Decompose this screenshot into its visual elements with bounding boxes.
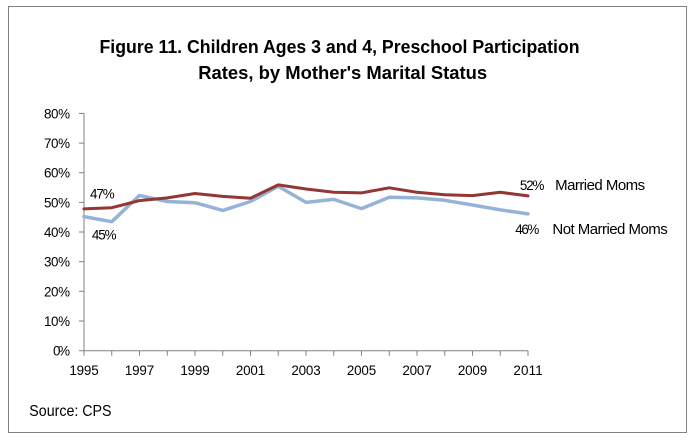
svg-text:2009: 2009 xyxy=(458,363,487,378)
svg-text:2011: 2011 xyxy=(513,363,542,378)
svg-text:1995: 1995 xyxy=(69,363,98,378)
svg-text:20%: 20% xyxy=(44,284,70,299)
svg-text:2007: 2007 xyxy=(402,363,431,378)
svg-text:10%: 10% xyxy=(44,314,70,329)
svg-text:Not Married Moms: Not Married Moms xyxy=(552,221,667,238)
svg-text:80%: 80% xyxy=(44,106,70,121)
svg-text:Source: CPS: Source: CPS xyxy=(29,403,111,420)
svg-text:Rates, by Mother's Marital Sta: Rates, by Mother's Marital Status xyxy=(198,62,487,83)
svg-text:1999: 1999 xyxy=(180,363,209,378)
svg-text:Figure 11. Children Ages 3 and: Figure 11. Children Ages 3 and 4, Presch… xyxy=(100,36,580,57)
svg-text:45%: 45% xyxy=(92,227,117,242)
svg-text:47%: 47% xyxy=(90,186,115,201)
svg-text:2005: 2005 xyxy=(347,363,376,378)
svg-text:50%: 50% xyxy=(44,195,70,210)
svg-text:52%: 52% xyxy=(520,178,545,193)
svg-text:60%: 60% xyxy=(44,166,70,181)
svg-text:0%: 0% xyxy=(53,344,70,359)
svg-text:40%: 40% xyxy=(44,225,70,240)
svg-text:1997: 1997 xyxy=(125,363,154,378)
svg-text:2003: 2003 xyxy=(291,363,320,378)
svg-text:2001: 2001 xyxy=(236,363,265,378)
svg-text:70%: 70% xyxy=(44,136,70,151)
svg-text:Married Moms: Married Moms xyxy=(555,177,645,194)
svg-text:30%: 30% xyxy=(44,255,70,270)
svg-text:46%: 46% xyxy=(515,222,539,237)
